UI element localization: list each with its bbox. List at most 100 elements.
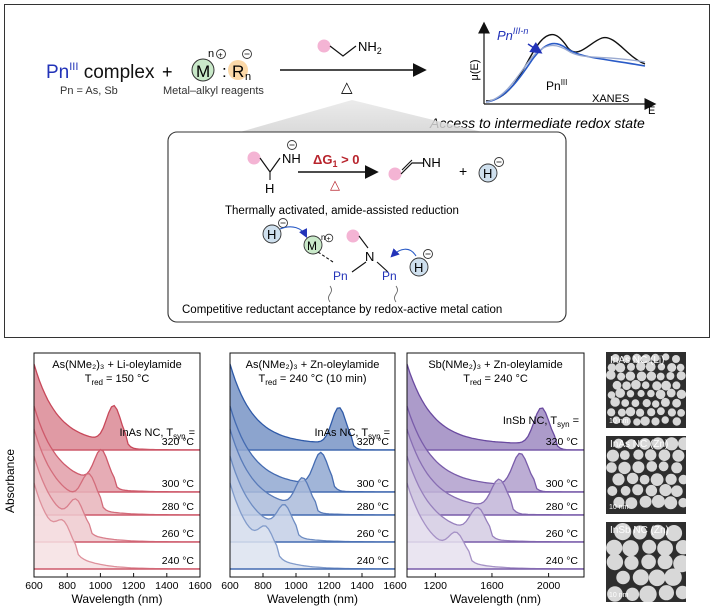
- imine-nh: NH: [422, 155, 441, 170]
- spectrum-panel-3: 320 °C 300 °C 280 °C 260 °C 240 °C 1200 1600 20…: [406, 352, 585, 606]
- nanocrystal-dot: [625, 497, 638, 509]
- nanocrystal-dot: [672, 381, 681, 390]
- pn-atom-1: Pn: [333, 269, 348, 283]
- nanocrystal-dot: [651, 437, 665, 450]
- nanocrystal-dot: [666, 388, 676, 398]
- nanocrystal-dot: [639, 585, 657, 602]
- alkyl-ball: [228, 60, 248, 80]
- nanocrystal-dot: [636, 408, 645, 417]
- nanocrystal-dot: [672, 355, 680, 363]
- xtick-label-2-6: 1600: [383, 580, 407, 592]
- nanocrystal-dot: [622, 381, 631, 390]
- tem-scale-inas-li: 10 nm: [609, 418, 629, 425]
- nanocrystal-dot: [650, 524, 666, 540]
- nanocrystal-dot: [652, 400, 660, 408]
- nanocrystal-dot: [657, 407, 665, 416]
- nanocrystal-dot: [612, 416, 621, 424]
- nanocrystal-dot: [667, 408, 676, 417]
- xtick-label-3-3: 2000: [537, 580, 561, 592]
- temp-label-1-4: 260 °C: [162, 528, 195, 540]
- spectrum-fill-2-4: [230, 456, 395, 542]
- nanocrystal-dot: [665, 437, 679, 451]
- nanocrystal-dot: [676, 389, 686, 399]
- nanocrystal-dot: [606, 539, 623, 556]
- temp-label-2-3: 280 °C: [357, 501, 390, 513]
- nanocrystal-dot: [607, 486, 618, 496]
- svg-text:n: n: [321, 233, 325, 242]
- nanocrystal-dot: [672, 449, 685, 462]
- tem-label-insb-zn: InSb NC (Zn): [610, 525, 669, 536]
- nanocrystal-dot: [671, 462, 683, 474]
- nanocrystal-dot: [640, 416, 650, 426]
- panel-title-2: As(NMe₂)₃ + Zn-oleylamide: [246, 359, 380, 371]
- spectrum-fill-2-5: [230, 483, 395, 569]
- nanocrystal-dot: [642, 399, 651, 408]
- amide-h: H: [265, 181, 274, 196]
- temp-label-1-1: 320 °C: [162, 436, 195, 448]
- spectrum-curve-3-1: [406, 363, 584, 451]
- metal-ball-2: [303, 235, 323, 255]
- temp-label-3-2: 300 °C: [546, 478, 579, 490]
- nanocrystal-dot: [622, 540, 639, 557]
- nanocrystal-dot: [656, 372, 665, 381]
- series-caption-3: InSb NC, Tsyn =: [503, 415, 579, 429]
- spectrum-fill-1-3: [34, 429, 200, 515]
- nanocrystal-dot: [646, 461, 658, 472]
- nanocrystal-dot: [646, 371, 657, 381]
- spectrum-fill-1-4: [34, 456, 200, 542]
- nanocrystal-dot: [647, 408, 656, 417]
- xtick-label-2-2: 800: [254, 580, 272, 592]
- nanocrystal-dot: [639, 438, 651, 450]
- nanocrystal-dot: [617, 372, 626, 381]
- nanocrystal-dot: [610, 397, 620, 407]
- nanocrystal-dot: [675, 585, 686, 600]
- nanocrystal-dot: [676, 363, 685, 372]
- nanocrystal-dot: [623, 354, 631, 363]
- nanocrystal-dot: [658, 461, 669, 472]
- nanocrystal-dot: [675, 540, 686, 555]
- tem-label-inas-zn: InAs NC (Zn): [610, 439, 669, 450]
- temp-label-1-5: 240 °C: [162, 555, 195, 567]
- nanocrystal-dot: [631, 399, 640, 407]
- nanocrystal-dot: [677, 409, 685, 417]
- nanocrystal-dot: [615, 362, 626, 373]
- temp-label-2-1: 320 °C: [357, 436, 390, 448]
- hydride-ball-3: [409, 257, 429, 277]
- xanes-ylabel: μ(E): [469, 59, 481, 80]
- temp-label-2-5: 240 °C: [357, 555, 390, 567]
- nanocrystal-dot: [606, 449, 619, 462]
- metal-charge-circle: [216, 49, 226, 59]
- temp-label-3-5: 240 °C: [546, 555, 579, 567]
- xanes-curve-grey: [485, 44, 646, 103]
- nanocrystal-dot: [614, 523, 632, 541]
- scheme-frame: [4, 4, 710, 338]
- nanocrystal-dot: [606, 462, 617, 473]
- nanocrystal-dot: [645, 484, 658, 497]
- xtick-label-1-1: 600: [25, 580, 43, 592]
- nanocrystal-dot: [625, 407, 636, 417]
- nanocrystal-dot: [626, 472, 639, 485]
- nanocrystal-dot: [607, 408, 616, 417]
- panel-treduction-2: Tred = 240 °C (10 min): [259, 373, 367, 387]
- svg-text:H: H: [483, 166, 492, 181]
- nanocrystal-dot: [662, 353, 670, 361]
- pink-ball-amine: [317, 39, 331, 53]
- nanocrystal-dot: [620, 485, 631, 496]
- xtick-label-2-4: 1200: [317, 580, 341, 592]
- xtick-label-2-5: 1400: [350, 580, 374, 592]
- nanocrystal-dot: [645, 449, 657, 461]
- tem-label-inas-li: InAs NC (Li): [610, 355, 665, 366]
- metal-charge: n: [208, 48, 214, 60]
- pn-atom-2: Pn: [382, 269, 397, 283]
- axes-frame-2: [229, 352, 396, 578]
- nanocrystal-dot: [636, 371, 647, 382]
- nanocrystal-dot: [641, 554, 656, 570]
- nanocrystal-dot: [624, 555, 639, 570]
- tem-image-insb-zn: InSb NC (Zn) 10 nm: [606, 522, 686, 602]
- nanocrystal-dot: [633, 449, 644, 460]
- nanocrystal-dot: [613, 496, 625, 508]
- nanocrystal-dot: [612, 473, 625, 486]
- metal-alkyl-caption: Metal–alkyl reagents: [163, 85, 264, 97]
- svg-text:M: M: [307, 239, 317, 253]
- nanocrystal-dot: [606, 370, 616, 380]
